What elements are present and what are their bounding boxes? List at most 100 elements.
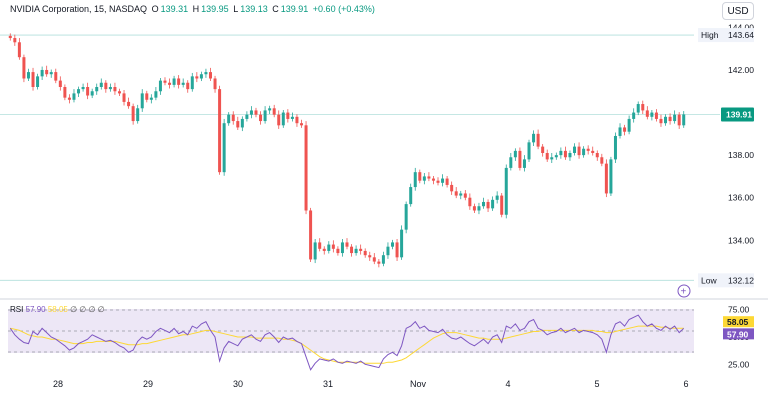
close-value: 139.91: [280, 4, 309, 14]
rsi-ma-badge-text: 58.05: [727, 317, 749, 327]
candle-body: [108, 87, 112, 90]
rsi-value: 57.90: [25, 305, 46, 314]
open-value: 139.31: [160, 4, 189, 14]
candle-body: [527, 142, 531, 160]
candle-body: [8, 35, 12, 39]
candle-body: [281, 112, 285, 126]
candle-body: [40, 69, 44, 77]
candle-body: [463, 193, 467, 198]
candle-body: [541, 146, 545, 153]
candle-body: [400, 229, 404, 258]
candle-body: [72, 93, 76, 100]
candle-body: [568, 153, 572, 158]
candle-body: [618, 127, 622, 136]
low-label-box: [698, 273, 754, 288]
candle-body: [491, 199, 495, 209]
chart-header: NVIDIA Corporation, 15, NASDAQ O 139.31 H…: [10, 4, 377, 14]
candle-body: [290, 116, 294, 119]
candle-body: [468, 197, 472, 207]
candle-body: [386, 246, 390, 256]
candle-body: [117, 91, 121, 94]
plus-icon: +: [681, 287, 687, 298]
rsi-label: RSI: [10, 305, 24, 314]
candle-body: [613, 135, 617, 160]
candle-body: [573, 146, 577, 153]
candle-body: [77, 89, 81, 94]
candle-body: [345, 242, 349, 247]
candle-body: [186, 82, 190, 90]
x-tick-label: 4: [505, 379, 510, 389]
candle-body: [49, 72, 53, 75]
last-price-text: 139.91: [726, 109, 752, 119]
candle-body: [518, 150, 522, 168]
candle-body: [309, 210, 313, 260]
candle-body: [218, 89, 222, 173]
candle-body: [682, 114, 686, 126]
rsi-settings-dots[interactable]: ∅ ∅ ∅ ∅: [70, 305, 105, 314]
candle-body: [591, 150, 595, 153]
candle-body: [595, 153, 599, 158]
candle-body: [286, 112, 290, 119]
low-value-text: 132.12: [728, 275, 754, 285]
rsi-tick-label: 75.00: [728, 305, 750, 315]
candle-body: [600, 157, 604, 164]
candle-body: [327, 244, 331, 251]
y-tick-label: 134.00: [728, 235, 754, 245]
candle-body: [190, 76, 194, 90]
candle-body: [22, 57, 26, 79]
candle-body: [81, 87, 85, 90]
candle-body: [272, 108, 276, 115]
candle-body: [31, 72, 35, 87]
candle-body: [582, 148, 586, 156]
x-tick-label: 29: [143, 379, 153, 389]
x-tick-label: 5: [594, 379, 599, 389]
candle-body: [354, 248, 358, 254]
y-tick-label: 138.00: [728, 150, 754, 160]
candle-body: [131, 106, 135, 122]
candle-body: [522, 159, 526, 168]
candle-body: [254, 110, 258, 115]
candle-body: [472, 206, 476, 211]
rsi-ma-value: 58.05: [47, 305, 68, 314]
candle-body: [431, 178, 435, 181]
candle-body: [113, 87, 117, 92]
candle-body: [623, 127, 627, 132]
high-label: H: [192, 4, 200, 14]
candle-body: [136, 108, 140, 122]
low-label: L: [233, 4, 239, 14]
candle-body: [26, 72, 30, 79]
candle-body: [340, 242, 344, 254]
candle-body: [86, 87, 90, 96]
candle-body: [45, 69, 49, 75]
rsi-line: [9, 314, 685, 371]
candle-body: [381, 255, 385, 264]
add-indicator-button[interactable]: [677, 284, 691, 298]
candle-body: [181, 82, 185, 85]
candle-body: [199, 74, 203, 79]
candle-body: [236, 121, 240, 128]
candle-body: [632, 112, 636, 119]
low-value: 139.13: [240, 4, 268, 14]
candle-body: [554, 155, 558, 158]
currency-button[interactable]: USD: [722, 2, 754, 20]
candle-body: [222, 123, 226, 173]
candle-body: [454, 191, 458, 196]
candle-body: [641, 104, 645, 111]
candle-body: [668, 116, 672, 122]
candle-body: [459, 193, 463, 196]
candle-body: [577, 146, 581, 156]
candle-body: [372, 257, 376, 262]
y-tick-label: 142.00: [728, 65, 754, 75]
candle-body: [213, 78, 217, 90]
candle-body: [627, 118, 631, 132]
candle-body: [67, 97, 71, 100]
candle-body: [673, 114, 677, 122]
candle-body: [395, 242, 399, 258]
candle-body: [127, 101, 131, 107]
high-label-text: High: [701, 30, 719, 40]
candle-body: [13, 38, 17, 43]
candle-body: [650, 112, 654, 117]
candle-body: [654, 112, 658, 119]
candle-body: [95, 87, 99, 92]
candle-body: [677, 114, 681, 126]
